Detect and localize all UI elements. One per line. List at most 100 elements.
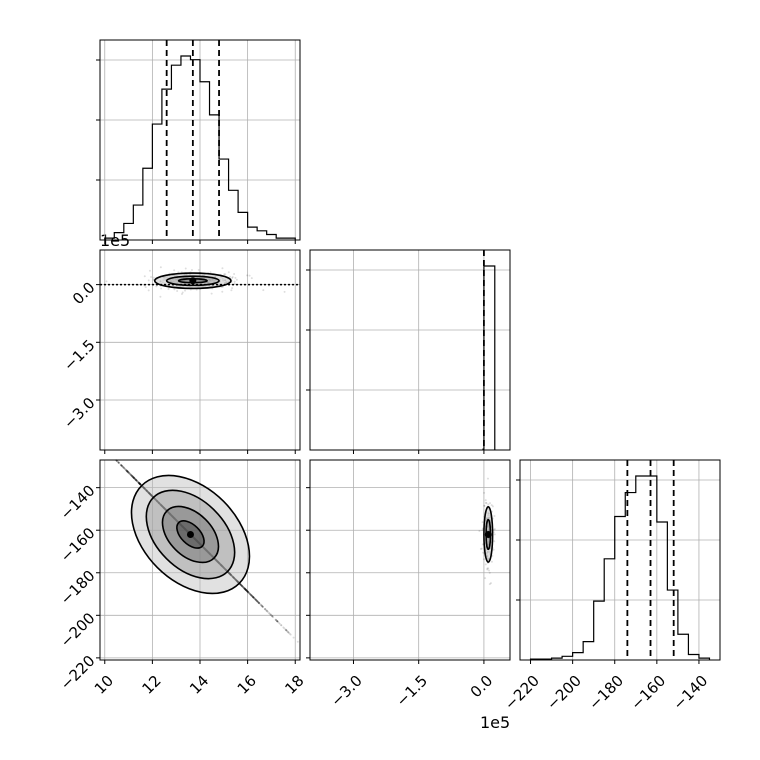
scatter-point xyxy=(199,543,202,546)
scatter-point xyxy=(228,572,231,575)
scatter-point xyxy=(223,567,226,570)
scatter-point xyxy=(190,268,193,271)
scatter-point xyxy=(205,549,208,552)
scatter-point xyxy=(171,515,174,518)
scatter-point xyxy=(487,514,490,517)
scatter-point xyxy=(229,573,232,576)
scatter-point xyxy=(164,508,167,511)
scatter-point xyxy=(130,474,133,477)
scatter-point xyxy=(182,526,185,529)
scatter-point xyxy=(185,529,188,532)
scatter-point xyxy=(232,576,235,579)
scatter-point xyxy=(149,493,152,496)
scatter-point xyxy=(182,526,185,529)
scatter-point xyxy=(169,513,172,516)
scatter-point xyxy=(255,599,258,602)
scatter-point xyxy=(184,528,187,531)
scatter-point xyxy=(209,553,212,556)
scatter-point xyxy=(204,548,207,551)
scatter-point xyxy=(135,479,138,482)
scatter-point xyxy=(125,469,128,472)
scatter-point xyxy=(150,494,153,497)
scatter-point xyxy=(208,552,211,555)
scatter-point xyxy=(164,508,167,511)
scatter-point xyxy=(483,504,486,507)
scatter-point xyxy=(487,503,490,506)
scatter-point xyxy=(204,548,207,551)
scatter-point xyxy=(180,524,183,527)
scatter-point xyxy=(196,540,199,543)
scatter-point xyxy=(244,588,247,591)
scatter-point xyxy=(199,543,202,546)
scatter-point xyxy=(182,526,185,529)
scatter-point xyxy=(117,461,120,464)
scatter-point xyxy=(183,527,186,530)
scatter-point xyxy=(230,574,233,577)
scatter-point xyxy=(169,513,172,516)
scatter-point xyxy=(257,601,260,604)
scatter-point xyxy=(203,547,206,550)
scatter-point xyxy=(245,589,248,592)
scatter-point xyxy=(253,597,256,600)
scatter-point xyxy=(193,537,196,540)
scatter-point xyxy=(180,524,183,527)
scatter-point xyxy=(222,566,225,569)
scatter-point xyxy=(214,558,217,561)
scatter-point xyxy=(216,560,219,563)
scatter-point xyxy=(163,507,166,510)
scatter-point xyxy=(196,540,199,543)
scatter-point xyxy=(125,469,128,472)
scatter-point xyxy=(162,506,165,509)
scatter-point xyxy=(230,574,233,577)
scatter-point xyxy=(168,512,171,515)
scatter-point xyxy=(179,523,182,526)
scatter-point xyxy=(172,516,175,519)
scatter-point xyxy=(198,542,201,545)
scatter-point xyxy=(132,476,135,479)
scatter-point xyxy=(195,539,198,542)
scatter-point xyxy=(209,278,212,281)
scatter-point xyxy=(146,490,149,493)
scatter-point xyxy=(236,580,239,583)
scatter-point xyxy=(158,502,161,505)
scatter-point xyxy=(218,562,221,565)
scatter-point xyxy=(168,512,171,515)
scatter-point xyxy=(202,546,205,549)
scatter-point xyxy=(221,267,224,270)
scatter-point xyxy=(181,525,184,528)
scatter-point xyxy=(202,546,205,549)
scatter-point xyxy=(120,464,123,467)
scatter-point xyxy=(247,591,250,594)
scatter-point xyxy=(176,520,179,523)
scatter-point xyxy=(231,575,234,578)
scatter-point xyxy=(159,503,162,506)
scatter-point xyxy=(144,488,147,491)
scatter-point xyxy=(220,564,223,567)
scatter-point xyxy=(228,572,231,575)
scatter-point xyxy=(245,589,248,592)
scatter-point xyxy=(171,515,174,518)
scatter-point xyxy=(246,590,249,593)
scatter-point xyxy=(163,507,166,510)
scatter-point xyxy=(224,568,227,571)
scatter-point xyxy=(198,542,201,545)
scatter-point xyxy=(194,538,197,541)
scatter-point xyxy=(195,539,198,542)
scatter-point xyxy=(147,491,150,494)
scatter-point xyxy=(160,504,163,507)
scatter-point xyxy=(218,562,221,565)
scatter-point xyxy=(193,537,196,540)
scatter-point xyxy=(185,529,188,532)
scatter-point xyxy=(148,492,151,495)
scatter-point xyxy=(221,565,224,568)
scatter-point xyxy=(208,552,211,555)
scatter-point xyxy=(488,569,491,572)
scatter-point xyxy=(139,483,142,486)
scatter-point xyxy=(195,539,198,542)
scatter-point xyxy=(234,578,237,581)
scatter-point xyxy=(241,585,244,588)
scatter-point xyxy=(227,571,230,574)
scatter-point xyxy=(137,481,140,484)
scatter-point xyxy=(269,613,272,616)
scatter-point xyxy=(216,560,219,563)
